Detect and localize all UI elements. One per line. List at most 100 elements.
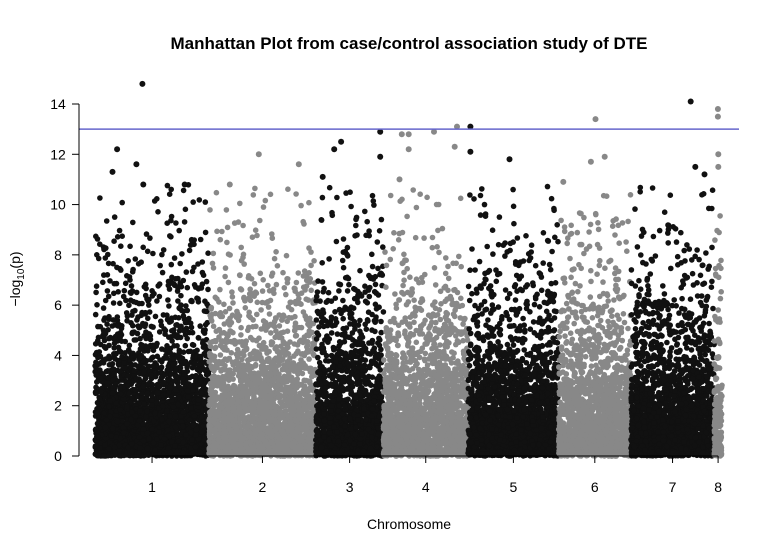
snp-point (133, 375, 139, 382)
snp-point (122, 280, 129, 287)
snp-point (110, 385, 116, 391)
snp-point (133, 337, 139, 343)
snp-point (173, 365, 179, 372)
snp-point (226, 322, 233, 328)
snp-point (184, 307, 191, 314)
snp-point (178, 283, 185, 290)
snp-point (273, 249, 279, 255)
snp-point (283, 291, 289, 298)
snp-point (115, 323, 121, 329)
snp-point (174, 343, 180, 349)
snp-point (274, 383, 281, 390)
snp-point (93, 283, 100, 290)
snp-point (169, 338, 175, 344)
snp-point (121, 364, 128, 371)
snp-point (138, 259, 144, 266)
snp-point (191, 413, 198, 419)
snp-point (139, 395, 145, 401)
snp-point (114, 418, 121, 425)
snp-point (202, 199, 209, 205)
snp-point (151, 198, 158, 204)
snp-point (103, 245, 109, 251)
snp-point (267, 191, 274, 198)
snp-point (126, 390, 132, 397)
snp-point (175, 438, 182, 444)
snp-point (190, 199, 196, 205)
snp-point (202, 327, 208, 333)
snp-point (164, 312, 170, 319)
snp-point (224, 357, 230, 364)
snp-point (150, 342, 156, 349)
snp-point (224, 224, 231, 231)
snp-point (164, 220, 170, 226)
snp-point (210, 250, 217, 257)
chart-title: Manhattan Plot from case/control associa… (170, 34, 647, 53)
snp-point (102, 424, 109, 431)
snp-point (205, 250, 211, 256)
snp-point (229, 294, 236, 300)
snp-point (171, 378, 178, 384)
snp-point (180, 349, 187, 356)
snp-point (118, 267, 124, 273)
snp-point (252, 363, 259, 369)
snp-point (238, 332, 244, 338)
snp-point (247, 368, 253, 375)
snp-point (105, 260, 112, 267)
snp-point (117, 385, 123, 391)
snp-point (287, 299, 294, 306)
snp-point (97, 341, 104, 348)
snp-point (174, 448, 180, 455)
snp-point (222, 309, 229, 315)
snp-point (92, 443, 99, 449)
snp-point (298, 202, 304, 209)
snp-point (178, 323, 184, 330)
snp-point (271, 255, 278, 262)
snp-point (111, 280, 118, 287)
snp-point (143, 375, 149, 381)
snp-point (305, 436, 312, 442)
snp-point (132, 353, 138, 359)
snp-point (205, 286, 211, 293)
snp-point (97, 195, 103, 201)
snp-point (169, 328, 175, 334)
snp-point (149, 426, 155, 433)
snp-point (197, 236, 204, 243)
snp-point (106, 403, 112, 410)
snp-point (217, 286, 223, 293)
snp-point (156, 429, 162, 436)
snp-point (173, 220, 179, 226)
snp-point (252, 227, 259, 233)
snp-point (186, 417, 193, 423)
snp-point (197, 378, 204, 385)
snp-point (144, 390, 151, 397)
snp-point (111, 371, 117, 377)
snp-point (118, 243, 124, 249)
snp-point (109, 390, 116, 397)
snp-point (262, 395, 269, 401)
snp-point (102, 330, 109, 337)
chromosome-1-points (92, 182, 212, 459)
snp-point (184, 335, 190, 342)
snp-point (268, 330, 274, 336)
snp-point (105, 293, 112, 300)
snp-point (158, 442, 164, 448)
snp-point (120, 429, 127, 436)
snp-point (259, 382, 266, 388)
snp-point (186, 315, 192, 322)
snp-point (166, 191, 173, 197)
data-points (92, 80, 725, 459)
snp-point (212, 338, 219, 345)
snp-point (122, 350, 128, 356)
snp-point (188, 445, 194, 452)
snp-point (114, 234, 121, 240)
snp-point (236, 313, 243, 319)
snp-point (157, 262, 163, 269)
snp-point (187, 348, 194, 355)
snp-point (180, 376, 186, 382)
snp-point (176, 394, 182, 401)
snp-point (93, 233, 99, 240)
snp-point (127, 243, 133, 250)
snp-point (158, 365, 164, 372)
snp-point (277, 357, 284, 364)
snp-point (198, 390, 205, 396)
